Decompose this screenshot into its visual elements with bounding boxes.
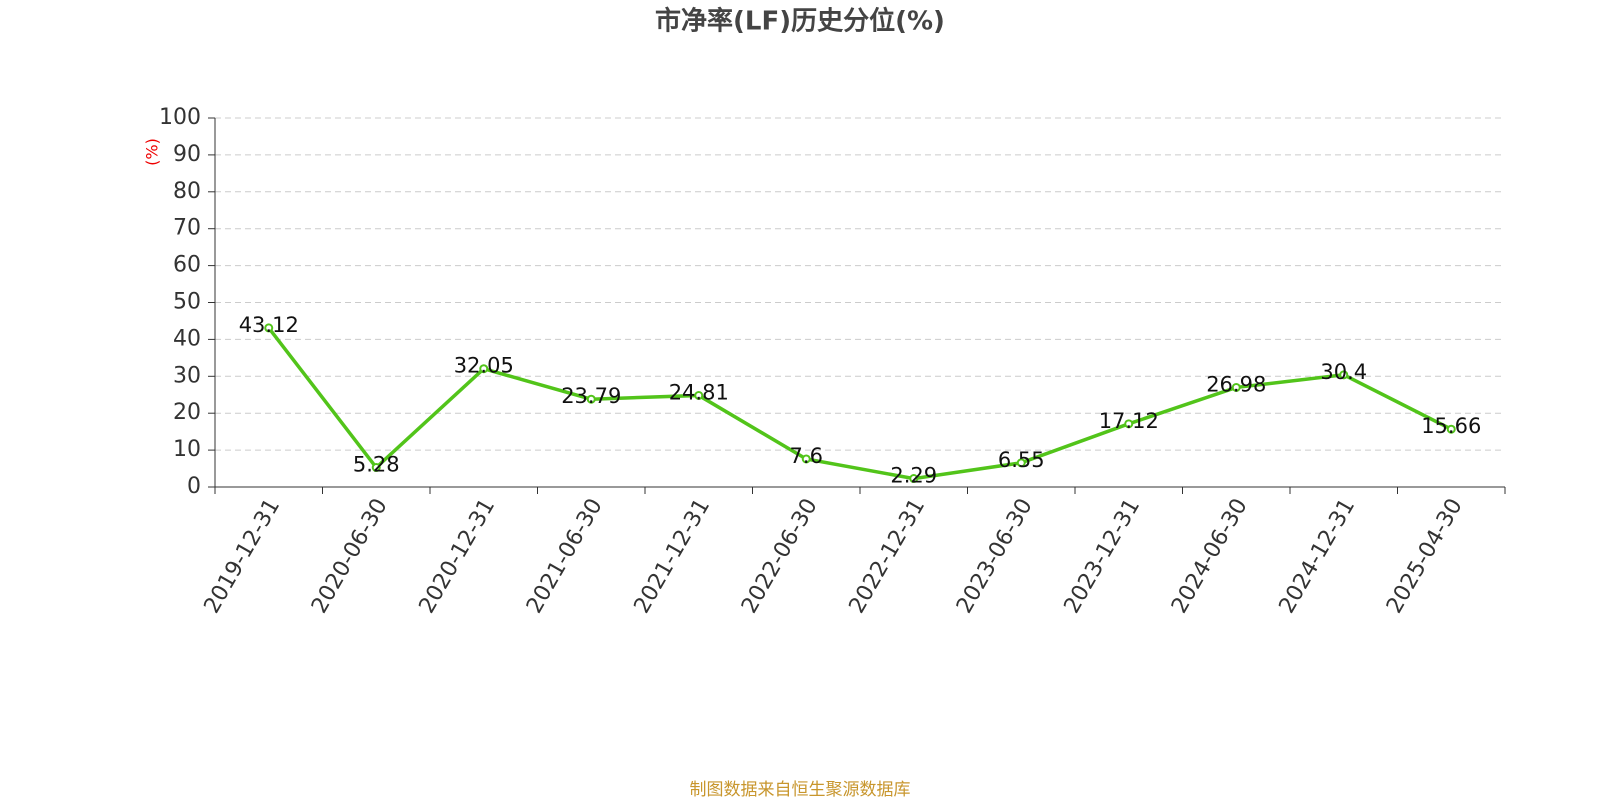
- data-point: [264, 323, 274, 333]
- data-point: [1339, 370, 1349, 380]
- data-point: [694, 390, 704, 400]
- x-tick-label: 2023-12-31: [1060, 495, 1146, 618]
- y-tick-label: 20: [173, 400, 201, 425]
- x-tick-label: 2019-12-31: [200, 495, 286, 618]
- data-point: [1016, 458, 1026, 468]
- data-point: [1446, 424, 1456, 434]
- y-tick-label: 100: [159, 105, 201, 130]
- chart-title: 市净率(LF)历史分位(%): [655, 6, 945, 37]
- x-tick-label: 2020-12-31: [415, 495, 501, 618]
- x-tick-label: 2024-06-30: [1167, 495, 1253, 618]
- data-point: [909, 474, 919, 484]
- data-label: 6.55: [998, 448, 1045, 472]
- data-label: 17.12: [1099, 409, 1159, 433]
- x-tick-label: 2022-12-31: [845, 495, 931, 618]
- x-tick-label: 2021-06-30: [522, 495, 608, 618]
- data-label: 26.98: [1206, 372, 1266, 396]
- data-point: [371, 463, 381, 473]
- data-label: 43.12: [239, 313, 299, 337]
- data-point: [1231, 382, 1241, 392]
- x-tick-label: 2025-04-30: [1382, 495, 1468, 618]
- source-note: 制图数据来自恒生聚源数据库: [690, 780, 911, 800]
- data-label: 30.4: [1320, 360, 1367, 384]
- y-axis-label: (%): [143, 138, 162, 166]
- y-tick-label: 70: [173, 216, 201, 241]
- data-point: [801, 454, 811, 464]
- data-label: 15.66: [1421, 414, 1481, 438]
- y-tick-label: 30: [173, 363, 201, 388]
- data-label: 23.79: [561, 384, 621, 408]
- x-tick-label: 2022-06-30: [737, 495, 823, 618]
- x-tick-label: 2024-12-31: [1275, 495, 1361, 618]
- data-label: 32.05: [454, 354, 514, 378]
- x-tick-label: 2021-12-31: [630, 495, 716, 618]
- y-tick-label: 90: [173, 142, 201, 167]
- data-line: [267, 326, 1453, 481]
- y-tick-label: 10: [173, 437, 201, 462]
- data-label: 2.29: [890, 464, 937, 488]
- data-point: [586, 394, 596, 404]
- data-label: 7.6: [790, 444, 823, 468]
- y-tick-label: 0: [187, 474, 201, 499]
- data-point: [479, 364, 489, 374]
- data-label: 24.81: [669, 380, 729, 404]
- x-tick-label: 2023-06-30: [952, 495, 1038, 618]
- y-tick-label: 60: [173, 253, 201, 278]
- data-label: 5.28: [353, 453, 400, 477]
- data-point: [1124, 419, 1134, 429]
- y-tick-label: 50: [173, 290, 201, 315]
- y-tick-label: 80: [173, 179, 201, 204]
- x-tick-label: 2020-06-30: [307, 495, 393, 618]
- y-tick-label: 40: [173, 326, 201, 351]
